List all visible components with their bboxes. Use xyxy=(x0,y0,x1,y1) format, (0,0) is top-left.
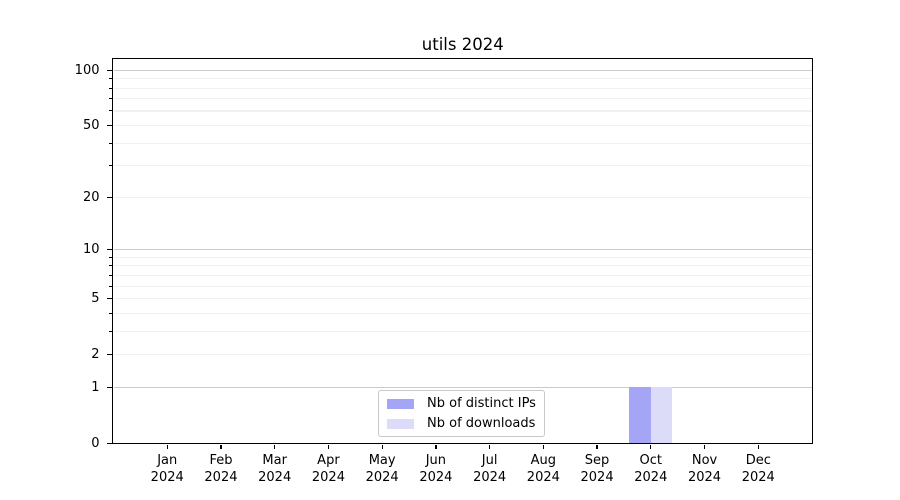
gridline-minor xyxy=(113,165,812,167)
y-axis-tick-label: 100 xyxy=(74,62,100,78)
y-axis-tick xyxy=(107,196,113,198)
gridline-minor xyxy=(113,98,812,100)
gridline-major xyxy=(113,69,812,71)
y-axis-tick xyxy=(107,353,113,356)
y-axis-minor-tick xyxy=(109,110,113,112)
y-axis-tick xyxy=(107,69,113,71)
gridline-minor xyxy=(113,196,812,198)
x-axis-tick xyxy=(220,444,222,449)
x-axis-tick xyxy=(596,444,598,449)
x-axis-tick-label: Mar 2024 xyxy=(258,452,292,486)
bar-distinct-ips-oct-2024 xyxy=(629,387,651,444)
y-axis-tick-label: 2 xyxy=(91,347,100,363)
x-axis-tick-label: May 2024 xyxy=(365,452,399,486)
y-axis-minor-tick xyxy=(109,330,113,332)
x-axis-tick xyxy=(488,444,491,449)
x-axis-tick-label: Dec 2024 xyxy=(741,452,775,486)
gridline-minor xyxy=(113,87,812,89)
x-axis-tick-label: Apr 2024 xyxy=(311,452,345,486)
x-axis-tick-label: Jun 2024 xyxy=(419,452,453,486)
x-axis-tick xyxy=(757,444,759,449)
y-axis-tick-label: 0 xyxy=(91,436,100,451)
y-axis-minor-tick xyxy=(109,285,113,287)
legend-swatch-downloads xyxy=(387,418,414,429)
y-axis-minor-tick xyxy=(109,312,113,314)
x-axis-tick xyxy=(703,444,706,449)
y-axis-tick-label: 1 xyxy=(91,379,100,395)
gridline-minor xyxy=(113,78,812,80)
legend-label-distinct-ips: Nb of distinct IPs xyxy=(427,396,536,411)
legend-swatch-distinct-ips xyxy=(387,398,414,409)
x-axis-tick xyxy=(650,444,652,449)
y-axis-minor-tick xyxy=(109,274,113,276)
y-axis-minor-tick xyxy=(109,256,113,258)
legend-item-downloads: Nb of downloads xyxy=(387,416,536,431)
bar-downloads-oct-2024 xyxy=(650,387,673,444)
x-axis-tick xyxy=(274,444,276,449)
y-axis-tick xyxy=(107,248,113,251)
gridline-minor xyxy=(113,256,812,258)
y-axis-tick xyxy=(107,124,113,127)
y-axis-tick xyxy=(107,442,113,445)
gridline-minor xyxy=(113,285,812,287)
y-axis-tick-label: 10 xyxy=(82,242,100,258)
y-axis-tick-label: 50 xyxy=(82,117,100,133)
y-axis-minor-tick xyxy=(109,165,113,167)
gridline-major xyxy=(113,249,812,251)
y-axis-minor-tick xyxy=(109,98,113,100)
chart-title: utils 2024 xyxy=(421,35,504,54)
gridline-minor xyxy=(113,124,812,127)
legend: Nb of distinct IPs Nb of downloads xyxy=(378,390,545,437)
gridline-minor xyxy=(113,354,812,356)
y-axis-minor-tick xyxy=(109,87,113,89)
x-axis-tick xyxy=(381,444,383,449)
y-axis-tick xyxy=(107,297,113,300)
y-axis-minor-tick xyxy=(109,142,113,144)
x-axis-tick-label: Jul 2024 xyxy=(473,452,507,486)
legend-label-downloads: Nb of downloads xyxy=(427,416,536,431)
x-axis-tick-label: Jan 2024 xyxy=(150,452,184,486)
x-axis-tick xyxy=(435,444,437,449)
x-axis-tick-label: Aug 2024 xyxy=(526,452,560,486)
gridline-minor xyxy=(113,274,812,276)
x-axis-tick xyxy=(166,444,168,449)
gridline-minor xyxy=(113,110,812,112)
gridline-minor xyxy=(113,298,812,300)
axes-frame xyxy=(112,57,813,445)
x-axis-tick-label: Sep 2024 xyxy=(580,452,614,486)
gridline-minor xyxy=(113,265,812,267)
gridline-minor xyxy=(113,142,812,144)
x-axis-tick xyxy=(542,444,544,449)
gridline-minor xyxy=(113,330,812,332)
y-axis-tick-label: 20 xyxy=(82,189,100,205)
y-axis-tick xyxy=(107,386,113,389)
gridline-major xyxy=(113,386,812,389)
legend-item-distinct-ips: Nb of distinct IPs xyxy=(387,396,536,411)
y-axis-tick-label: 5 xyxy=(91,291,100,307)
y-axis-minor-tick xyxy=(109,265,113,267)
x-axis-tick-label: Nov 2024 xyxy=(687,452,722,486)
y-axis-minor-tick xyxy=(109,78,113,80)
x-axis-tick xyxy=(327,444,330,449)
x-axis-tick-label: Oct 2024 xyxy=(634,452,668,486)
x-axis-tick-label: Feb 2024 xyxy=(204,452,238,486)
gridline-minor xyxy=(113,312,812,314)
